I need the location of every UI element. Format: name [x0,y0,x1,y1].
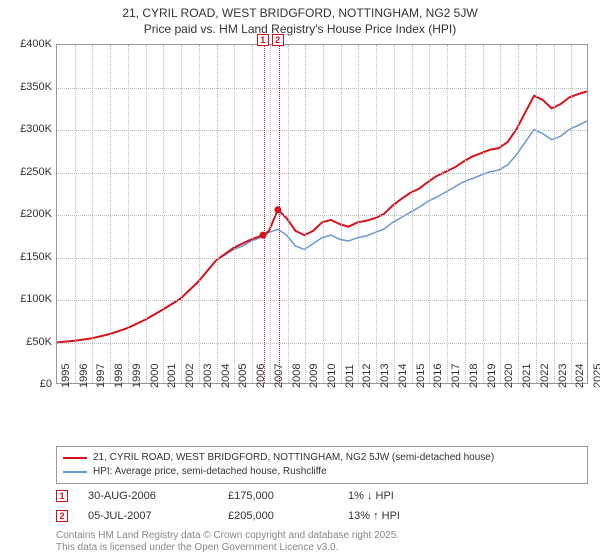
chart-title-block: 21, CYRIL ROAD, WEST BRIDGFORD, NOTTINGH… [0,0,600,37]
legend-box: 21, CYRIL ROAD, WEST BRIDGFORD, NOTTINGH… [56,446,588,484]
x-axis-label: 2014 [397,364,409,388]
sales-delta-1: 1% ↓ HPI [348,490,468,502]
x-axis-label: 2009 [308,364,320,388]
sales-badge-1: 1 [56,490,68,502]
x-axis-label: 2017 [450,364,462,388]
x-axis-label: 2010 [326,364,338,388]
x-axis-label: 2015 [415,364,427,388]
x-axis-label: 2003 [202,364,214,388]
sales-date-2: 05-JUL-2007 [88,510,208,522]
y-axis-label: £150K [20,251,52,263]
sales-price-1: £175,000 [228,490,328,502]
x-axis-label: 2005 [237,364,249,388]
x-axis-label: 2020 [503,364,515,388]
x-axis-label: 2018 [468,364,480,388]
chart-title-line2: Price paid vs. HM Land Registry's House … [0,22,600,38]
x-axis-label: 2011 [344,364,356,388]
x-axis-label: 1999 [131,364,143,388]
x-axis-label: 2022 [539,364,551,388]
legend-row-hpi: HPI: Average price, semi-detached house,… [63,465,581,479]
y-axis-label: £100K [20,293,52,305]
x-axis-label: 2007 [273,364,285,388]
x-axis-label: 1996 [78,364,90,388]
x-axis-label: 2012 [361,364,373,388]
marker-box-2: 2 [272,34,284,46]
legend-swatch-price-paid [63,457,87,459]
legend-row-price-paid: 21, CYRIL ROAD, WEST BRIDGFORD, NOTTINGH… [63,451,581,465]
chart-area: £0 £50K £100K £150K £200K £250K £300K £350K £400… [0,40,600,440]
footer-line2: This data is licensed under the Open Gov… [56,542,399,554]
x-axis-label: 2002 [184,364,196,388]
plot-area [56,44,588,384]
sales-table: 1 30-AUG-2006 £175,000 1% ↓ HPI 2 05-JUL… [56,486,588,526]
chart-lines-svg [57,45,587,383]
chart-title-line1: 21, CYRIL ROAD, WEST BRIDGFORD, NOTTINGH… [0,6,600,22]
marker-box-1: 1 [257,34,269,46]
sales-row-2: 2 05-JUL-2007 £205,000 13% ↑ HPI [56,506,588,526]
y-axis-label: £0 [40,378,52,390]
legend-label-hpi: HPI: Average price, semi-detached house,… [93,465,327,479]
x-axis-label: 2016 [432,364,444,388]
sales-date-1: 30-AUG-2006 [88,490,208,502]
sales-price-2: £205,000 [228,510,328,522]
legend-swatch-hpi [63,471,87,473]
y-axis-label: £200K [20,208,52,220]
y-axis-label: £250K [20,166,52,178]
x-axis-label: 1995 [60,364,72,388]
y-axis-label: £300K [20,123,52,135]
x-axis-label: 2004 [220,364,232,388]
legend-label-price-paid: 21, CYRIL ROAD, WEST BRIDGFORD, NOTTINGH… [93,451,494,465]
x-axis-label: 2023 [557,364,569,388]
x-axis-label: 2019 [486,364,498,388]
y-axis-label: £350K [20,81,52,93]
x-axis-label: 2024 [574,364,586,388]
x-axis-label: 1997 [95,364,107,388]
sales-row-1: 1 30-AUG-2006 £175,000 1% ↓ HPI [56,486,588,506]
x-axis-label: 2008 [291,364,303,388]
y-axis-label: £50K [26,336,52,348]
x-axis-label: 2013 [379,364,391,388]
x-axis-label: 1998 [113,364,125,388]
footer-line1: Contains HM Land Registry data © Crown c… [56,530,399,542]
footer-attribution: Contains HM Land Registry data © Crown c… [56,530,399,554]
sales-badge-2: 2 [56,510,68,522]
x-axis-label: 2025 [592,364,600,388]
sales-delta-2: 13% ↑ HPI [348,510,468,522]
x-axis-label: 2021 [521,364,533,388]
y-axis-label: £400K [20,38,52,50]
x-axis-label: 2001 [166,364,178,388]
x-axis-label: 2006 [255,364,267,388]
x-axis-label: 2000 [149,364,161,388]
